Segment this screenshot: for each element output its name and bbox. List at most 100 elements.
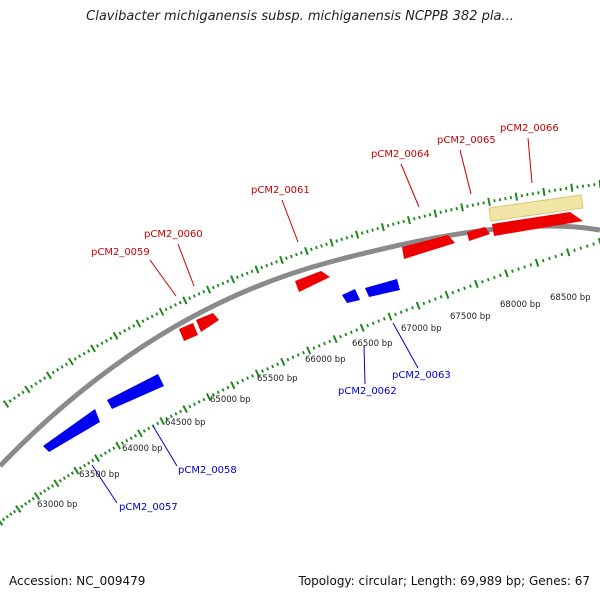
- minor-tick: [188, 296, 192, 300]
- minor-tick: [554, 254, 557, 259]
- gene-label-reverse[interactable]: pCM2_0058: [178, 465, 237, 476]
- minor-tick: [325, 242, 328, 246]
- gene-arrow-forward[interactable]: [492, 212, 583, 236]
- scale-labels: 63000 bp 63500 bp 64000 bp 64500 bp 65000 bp…: [37, 293, 591, 510]
- minor-tick: [285, 256, 288, 260]
- minor-tick: [211, 285, 215, 290]
- minor-tick: [129, 436, 133, 440]
- gene-arrow-reverse[interactable]: [107, 374, 164, 409]
- minor-tick: [197, 400, 201, 404]
- minor-tick: [428, 213, 432, 217]
- minor-tick: [520, 194, 523, 198]
- gene-arrow-reverse[interactable]: [365, 279, 400, 297]
- minor-tick: [188, 404, 192, 409]
- minor-tick: [133, 434, 137, 438]
- gene-label-reverse[interactable]: pCM2_0057: [119, 502, 178, 513]
- minor-tick: [323, 341, 326, 346]
- gene-label-forward[interactable]: pCM2_0066: [500, 123, 559, 134]
- gene-label-forward[interactable]: pCM2_0059: [91, 247, 150, 258]
- minor-tick: [112, 446, 116, 450]
- minor-tick: [51, 370, 55, 375]
- major-tick: [433, 209, 438, 218]
- minor-tick: [105, 339, 109, 343]
- major-tick: [254, 369, 261, 378]
- major-tick: [135, 319, 142, 328]
- gene-arrow-forward[interactable]: [196, 313, 219, 332]
- major-tick: [487, 197, 491, 206]
- minor-tick: [34, 381, 38, 386]
- gene-leader-line: [91, 464, 118, 504]
- major-tick: [206, 285, 212, 294]
- gene-leader-line: [177, 243, 195, 287]
- feature-band: [488, 194, 584, 222]
- major-tick: [159, 417, 165, 426]
- gene-label-forward[interactable]: pCM2_0061: [251, 185, 310, 196]
- minor-tick: [221, 388, 225, 392]
- major-tick: [53, 479, 60, 488]
- minor-tick: [463, 286, 466, 290]
- gene-arrow-forward[interactable]: [467, 227, 490, 241]
- minor-tick: [573, 248, 576, 252]
- minor-tick: [174, 412, 178, 416]
- gene-arrow-reverse[interactable]: [342, 289, 360, 303]
- minor-tick: [31, 496, 35, 501]
- minor-tick: [386, 223, 390, 228]
- minor-tick: [38, 379, 42, 383]
- minor-tick: [315, 245, 318, 250]
- minor-tick: [202, 397, 206, 402]
- minor-tick: [355, 328, 359, 332]
- minor-tick: [412, 217, 416, 221]
- gene-label-forward[interactable]: pCM2_0064: [371, 149, 430, 160]
- scale-label: 68500 bp: [550, 293, 591, 303]
- minor-tick: [216, 390, 220, 395]
- minor-tick: [118, 331, 122, 335]
- minor-tick: [64, 362, 68, 367]
- minor-tick: [123, 329, 127, 333]
- minor-tick: [169, 305, 173, 309]
- gene-leader-line: [527, 137, 533, 184]
- minor-tick: [30, 384, 34, 389]
- minor-tick: [529, 263, 533, 267]
- gene-label-reverse[interactable]: pCM2_0063: [392, 370, 451, 381]
- minor-tick: [295, 252, 298, 257]
- major-tick: [230, 275, 236, 284]
- minor-tick: [344, 332, 348, 337]
- major-tick: [33, 492, 41, 500]
- minor-tick: [360, 231, 364, 235]
- scale-label: 64000 bp: [122, 444, 163, 454]
- minor-tick: [193, 402, 196, 406]
- gene-label-forward[interactable]: pCM2_0065: [437, 135, 496, 146]
- minor-tick: [12, 509, 17, 514]
- minor-tick: [376, 226, 379, 231]
- major-tick: [24, 385, 31, 394]
- scale-label: 65000 bp: [210, 395, 251, 405]
- major-tick: [205, 393, 212, 402]
- minor-tick: [455, 206, 458, 211]
- minor-tick: [423, 214, 427, 218]
- major-tick: [73, 466, 80, 475]
- major-tick: [474, 279, 479, 289]
- major-tick: [306, 346, 312, 355]
- major-tick: [112, 331, 119, 340]
- major-tick: [534, 258, 540, 267]
- gene-arrow-forward[interactable]: [179, 323, 198, 341]
- minor-tick: [236, 275, 239, 279]
- minor-tick: [394, 312, 397, 317]
- minor-tick: [492, 275, 496, 280]
- minor-tick: [246, 376, 250, 380]
- gene-label-forward[interactable]: pCM2_0060: [144, 229, 203, 240]
- minor-tick: [87, 461, 91, 465]
- minor-tick: [335, 239, 338, 243]
- major-tick: [2, 400, 10, 408]
- minor-tick: [276, 362, 280, 366]
- gene-label-reverse[interactable]: pCM2_0062: [338, 386, 397, 397]
- gene-leader-line: [152, 425, 178, 467]
- minor-tick: [127, 326, 131, 331]
- gene-arrow-forward[interactable]: [402, 235, 455, 259]
- gene-arrow-forward[interactable]: [295, 271, 330, 292]
- gene-arrow-reverse[interactable]: [43, 409, 100, 452]
- minor-tick: [592, 242, 595, 246]
- minor-tick: [47, 486, 51, 491]
- minor-tick: [541, 258, 545, 263]
